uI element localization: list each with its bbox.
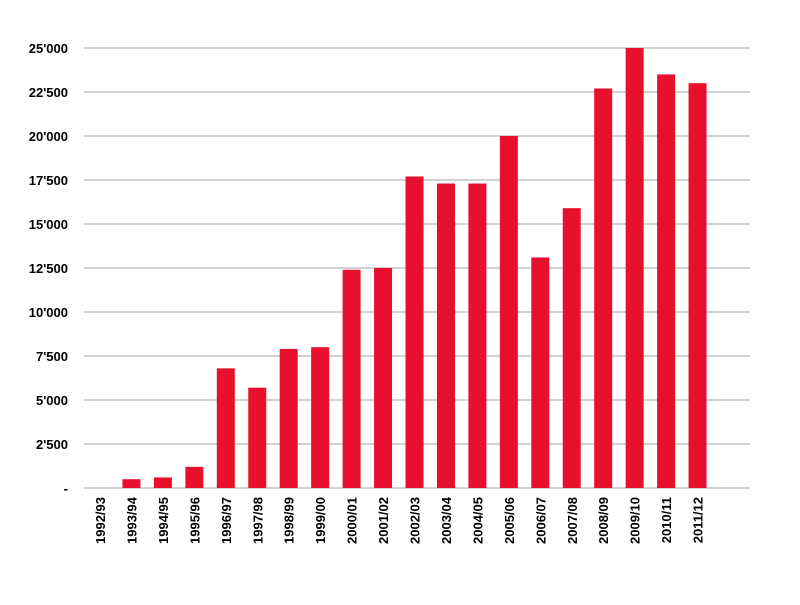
bar-2010-11 — [657, 74, 676, 489]
x-tick-label: 2000/01 — [345, 497, 360, 544]
x-tick-label: 1996/97 — [219, 497, 234, 544]
x-tick-label: 1994/95 — [156, 497, 171, 544]
x-tick-label: 1999/00 — [313, 497, 328, 544]
x-tick-label: 2006/07 — [533, 497, 548, 544]
x-tick-label: 2004/05 — [470, 497, 485, 544]
y-axis-ticks: - 2'500 5'000 7'500 10'000 12'500 15'000 17'500… — [29, 41, 68, 496]
y-tick-label: 5'000 — [36, 393, 68, 408]
y-tick-label: 25'000 — [29, 41, 68, 56]
bar-1995-96 — [185, 466, 204, 488]
bar-2007-08 — [562, 208, 581, 488]
bars — [122, 48, 707, 489]
x-tick-label: 2011/12 — [691, 497, 706, 543]
bar-2009-10 — [625, 48, 644, 488]
y-tick-label: 22'500 — [29, 85, 68, 100]
bar-2005-06 — [499, 136, 518, 488]
x-tick-label: 1997/98 — [250, 497, 265, 544]
bar-1999-00 — [311, 347, 330, 488]
x-tick-label: 1998/99 — [282, 497, 297, 544]
y-tick-label: 20'000 — [29, 129, 68, 144]
bar-2004-05 — [468, 183, 487, 488]
bar-2000-01 — [342, 269, 361, 488]
bar-2006-07 — [531, 257, 550, 488]
y-tick-label: 12'500 — [29, 261, 68, 276]
x-tick-label: 2010/11 — [659, 497, 674, 543]
x-tick-label: 2005/06 — [502, 497, 517, 544]
bar-1994-95 — [153, 477, 172, 488]
x-tick-label: 2003/04 — [439, 496, 454, 544]
bar-1993-94 — [122, 479, 141, 488]
x-tick-label: 2008/09 — [596, 497, 611, 544]
x-axis-ticks: 1992/93 1993/94 1994/95 1995/96 1996/97 1997/… — [93, 496, 706, 544]
y-tick-label: 7'500 — [36, 349, 68, 364]
bar-2001-02 — [374, 268, 393, 488]
x-tick-label: 1993/94 — [124, 496, 139, 544]
x-tick-label: 2009/10 — [628, 497, 643, 544]
bar-2011-12 — [688, 83, 707, 488]
x-tick-label: 2007/08 — [565, 497, 580, 544]
bar-1997-98 — [248, 387, 267, 488]
y-tick-label: 15'000 — [29, 217, 68, 232]
y-tick-label: 10'000 — [29, 305, 68, 320]
x-tick-label: 1995/96 — [187, 497, 202, 544]
bar-2003-04 — [436, 183, 455, 488]
bar-1996-97 — [216, 368, 235, 488]
x-tick-label: 1992/93 — [93, 497, 108, 544]
bar-1998-99 — [279, 348, 298, 488]
y-tick-label: 17'500 — [29, 173, 68, 188]
bar-2002-03 — [405, 176, 424, 489]
x-tick-label: 2001/02 — [376, 497, 391, 544]
x-tick-label: 2002/03 — [408, 497, 423, 544]
bar-2008-09 — [594, 88, 613, 488]
y-tick-label: - — [64, 481, 68, 496]
y-tick-label: 2'500 — [36, 437, 68, 452]
